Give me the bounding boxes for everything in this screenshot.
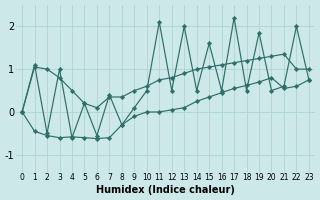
- X-axis label: Humidex (Indice chaleur): Humidex (Indice chaleur): [96, 185, 235, 195]
